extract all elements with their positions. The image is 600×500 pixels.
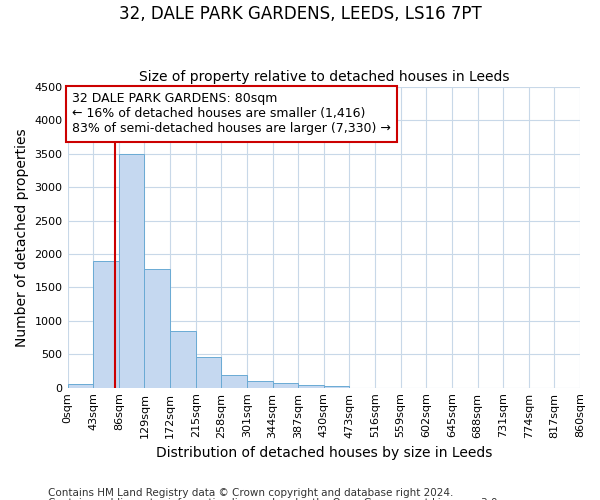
Bar xyxy=(145,269,170,388)
Bar xyxy=(298,384,324,388)
Title: Size of property relative to detached houses in Leeds: Size of property relative to detached ho… xyxy=(139,70,509,85)
Bar xyxy=(247,380,272,388)
Text: Contains public sector information licensed under the Open Government Licence v3: Contains public sector information licen… xyxy=(48,498,501,500)
Bar xyxy=(68,384,93,388)
Bar xyxy=(119,154,145,388)
Bar xyxy=(196,358,221,388)
Y-axis label: Number of detached properties: Number of detached properties xyxy=(15,128,29,346)
X-axis label: Distribution of detached houses by size in Leeds: Distribution of detached houses by size … xyxy=(155,446,492,460)
Bar xyxy=(324,386,349,388)
Bar xyxy=(272,384,298,388)
Text: 32, DALE PARK GARDENS, LEEDS, LS16 7PT: 32, DALE PARK GARDENS, LEEDS, LS16 7PT xyxy=(119,5,481,23)
Text: Contains HM Land Registry data © Crown copyright and database right 2024.: Contains HM Land Registry data © Crown c… xyxy=(48,488,454,498)
Bar xyxy=(170,331,196,388)
Text: 32 DALE PARK GARDENS: 80sqm
← 16% of detached houses are smaller (1,416)
83% of : 32 DALE PARK GARDENS: 80sqm ← 16% of det… xyxy=(72,92,391,136)
Bar xyxy=(221,376,247,388)
Bar xyxy=(93,260,119,388)
